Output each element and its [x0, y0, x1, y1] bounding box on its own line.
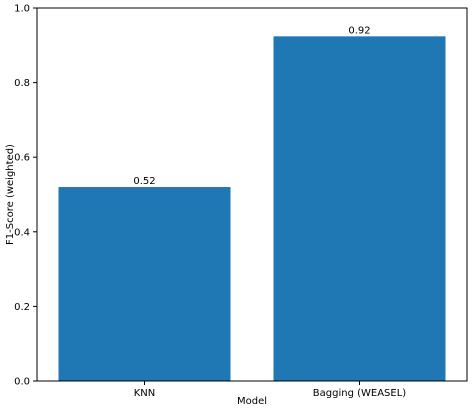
y-tick-label-0: 0.0	[14, 377, 30, 388]
x-tick-label-0: KNN	[134, 388, 156, 399]
data-labels-group: 0.52 0.92	[133, 25, 370, 187]
bars-group	[58, 36, 446, 382]
y-tick-label-4: 0.8	[14, 78, 30, 89]
y-tick-label-1: 0.2	[14, 302, 30, 313]
y-tick-label-2: 0.4	[14, 227, 30, 238]
data-label-0: 0.52	[133, 176, 155, 187]
bar-0	[58, 187, 231, 381]
x-tick-label-1: Bagging (WEASEL)	[313, 388, 407, 399]
y-axis: 0.0 0.2 0.4 0.6 0.8 1.0	[14, 4, 37, 388]
y-tick-label-3: 0.6	[14, 153, 30, 164]
plot-frame	[36, 7, 468, 382]
x-axis-label: Model	[237, 396, 267, 407]
x-axis: KNN Bagging (WEASEL)	[134, 381, 407, 399]
y-axis-label: F1-Score (weighted)	[5, 144, 16, 245]
data-label-1: 0.92	[348, 25, 370, 36]
bar-1	[273, 36, 446, 382]
y-tick-label-5: 1.0	[14, 4, 30, 15]
